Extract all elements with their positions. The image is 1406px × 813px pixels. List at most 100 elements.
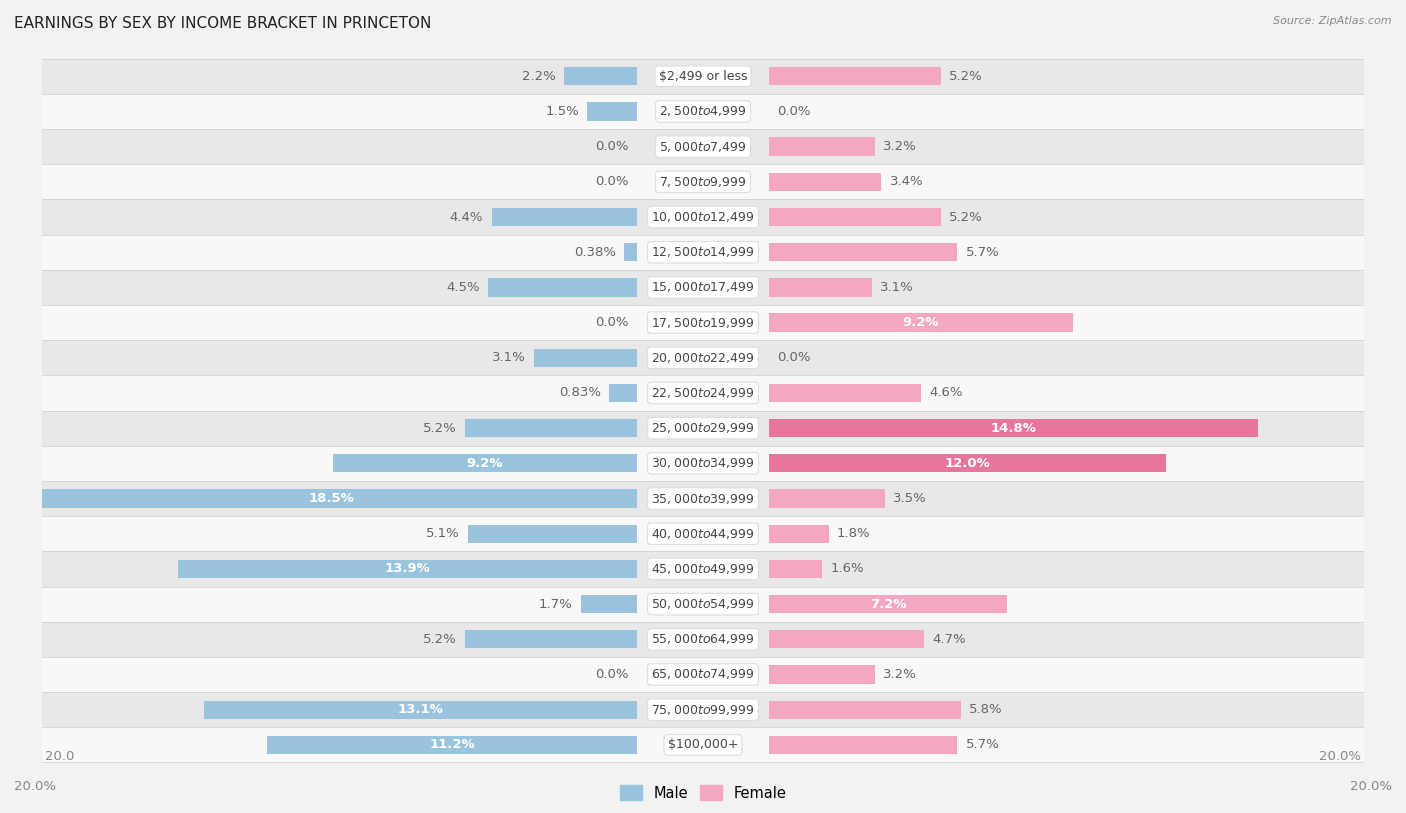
Text: $2,500 to $4,999: $2,500 to $4,999 bbox=[659, 104, 747, 119]
Bar bbox=[769, 454, 1166, 472]
Bar bbox=[42, 59, 1364, 93]
Text: 9.2%: 9.2% bbox=[903, 316, 939, 329]
Bar bbox=[42, 657, 1364, 692]
Bar bbox=[42, 728, 1364, 763]
Text: 0.0%: 0.0% bbox=[595, 140, 628, 153]
Bar bbox=[769, 736, 957, 754]
Bar bbox=[769, 419, 1258, 437]
Text: 13.1%: 13.1% bbox=[398, 703, 443, 716]
Bar bbox=[769, 172, 882, 191]
Bar bbox=[624, 243, 637, 261]
Text: 0.0%: 0.0% bbox=[595, 316, 628, 329]
Text: 1.6%: 1.6% bbox=[830, 563, 863, 576]
Bar bbox=[488, 278, 637, 297]
Bar bbox=[42, 446, 1364, 481]
Text: 4.7%: 4.7% bbox=[932, 633, 966, 646]
Text: 11.2%: 11.2% bbox=[429, 738, 475, 751]
Bar bbox=[769, 560, 823, 578]
Bar bbox=[333, 454, 637, 472]
Text: 0.0%: 0.0% bbox=[778, 105, 811, 118]
Bar bbox=[769, 701, 960, 719]
Text: $50,000 to $54,999: $50,000 to $54,999 bbox=[651, 597, 755, 611]
Bar bbox=[588, 102, 637, 120]
Text: 3.5%: 3.5% bbox=[893, 492, 927, 505]
Text: 0.0%: 0.0% bbox=[778, 351, 811, 364]
Text: 4.6%: 4.6% bbox=[929, 386, 963, 399]
Text: 0.83%: 0.83% bbox=[560, 386, 602, 399]
Text: $2,499 or less: $2,499 or less bbox=[659, 70, 747, 83]
Bar bbox=[564, 67, 637, 85]
Text: 12.0%: 12.0% bbox=[945, 457, 990, 470]
Bar bbox=[42, 622, 1364, 657]
Bar bbox=[769, 278, 872, 297]
Bar bbox=[177, 560, 637, 578]
Bar bbox=[609, 384, 637, 402]
Bar bbox=[42, 235, 1364, 270]
Bar bbox=[42, 305, 1364, 340]
Bar bbox=[42, 340, 1364, 376]
Bar bbox=[42, 199, 1364, 235]
Text: 3.1%: 3.1% bbox=[880, 281, 914, 294]
Text: $12,500 to $14,999: $12,500 to $14,999 bbox=[651, 246, 755, 259]
Text: 0.38%: 0.38% bbox=[574, 246, 616, 259]
Bar bbox=[42, 93, 1364, 129]
Text: 14.8%: 14.8% bbox=[991, 422, 1036, 435]
Bar bbox=[465, 419, 637, 437]
Text: $45,000 to $49,999: $45,000 to $49,999 bbox=[651, 562, 755, 576]
Text: $22,500 to $24,999: $22,500 to $24,999 bbox=[651, 386, 755, 400]
Bar bbox=[42, 129, 1364, 164]
Text: $35,000 to $39,999: $35,000 to $39,999 bbox=[651, 492, 755, 506]
Text: 5.2%: 5.2% bbox=[423, 422, 457, 435]
Bar bbox=[42, 692, 1364, 728]
Bar bbox=[769, 243, 957, 261]
Text: 18.5%: 18.5% bbox=[308, 492, 354, 505]
Text: $30,000 to $34,999: $30,000 to $34,999 bbox=[651, 456, 755, 471]
Text: 4.4%: 4.4% bbox=[450, 211, 484, 224]
Bar bbox=[769, 137, 875, 156]
Bar bbox=[581, 595, 637, 613]
Text: $17,500 to $19,999: $17,500 to $19,999 bbox=[651, 315, 755, 329]
Text: 5.1%: 5.1% bbox=[426, 527, 460, 540]
Text: 5.2%: 5.2% bbox=[423, 633, 457, 646]
Text: $5,000 to $7,499: $5,000 to $7,499 bbox=[659, 140, 747, 154]
Text: 3.1%: 3.1% bbox=[492, 351, 526, 364]
Bar bbox=[534, 349, 637, 367]
Text: $75,000 to $99,999: $75,000 to $99,999 bbox=[651, 702, 755, 717]
Text: 20.0%: 20.0% bbox=[1350, 780, 1392, 793]
Bar bbox=[25, 489, 637, 507]
Text: $15,000 to $17,499: $15,000 to $17,499 bbox=[651, 280, 755, 294]
Text: $65,000 to $74,999: $65,000 to $74,999 bbox=[651, 667, 755, 681]
Text: 2.2%: 2.2% bbox=[522, 70, 555, 83]
Text: Source: ZipAtlas.com: Source: ZipAtlas.com bbox=[1274, 16, 1392, 26]
Bar bbox=[769, 524, 828, 543]
Text: 13.9%: 13.9% bbox=[384, 563, 430, 576]
Text: 9.2%: 9.2% bbox=[467, 457, 503, 470]
Text: 20.0: 20.0 bbox=[45, 750, 75, 763]
Bar bbox=[42, 164, 1364, 199]
Text: 5.8%: 5.8% bbox=[969, 703, 1002, 716]
Text: 0.0%: 0.0% bbox=[595, 668, 628, 681]
Bar bbox=[42, 551, 1364, 586]
Text: 1.5%: 1.5% bbox=[546, 105, 579, 118]
Bar bbox=[492, 208, 637, 226]
Text: 5.7%: 5.7% bbox=[966, 246, 1000, 259]
Bar bbox=[769, 665, 875, 684]
Bar bbox=[769, 208, 941, 226]
Bar bbox=[204, 701, 637, 719]
Text: $25,000 to $29,999: $25,000 to $29,999 bbox=[651, 421, 755, 435]
Bar bbox=[42, 411, 1364, 446]
Text: 1.7%: 1.7% bbox=[538, 598, 572, 611]
Text: $100,000+: $100,000+ bbox=[668, 738, 738, 751]
Text: 5.2%: 5.2% bbox=[949, 70, 983, 83]
Bar bbox=[42, 586, 1364, 622]
Text: 0.0%: 0.0% bbox=[595, 176, 628, 189]
Text: 3.4%: 3.4% bbox=[890, 176, 924, 189]
Bar bbox=[42, 376, 1364, 411]
Bar bbox=[769, 630, 924, 649]
Text: $40,000 to $44,999: $40,000 to $44,999 bbox=[651, 527, 755, 541]
Text: 7.2%: 7.2% bbox=[870, 598, 907, 611]
Bar bbox=[769, 67, 941, 85]
Bar bbox=[42, 516, 1364, 551]
Text: 3.2%: 3.2% bbox=[883, 668, 917, 681]
Text: 5.7%: 5.7% bbox=[966, 738, 1000, 751]
